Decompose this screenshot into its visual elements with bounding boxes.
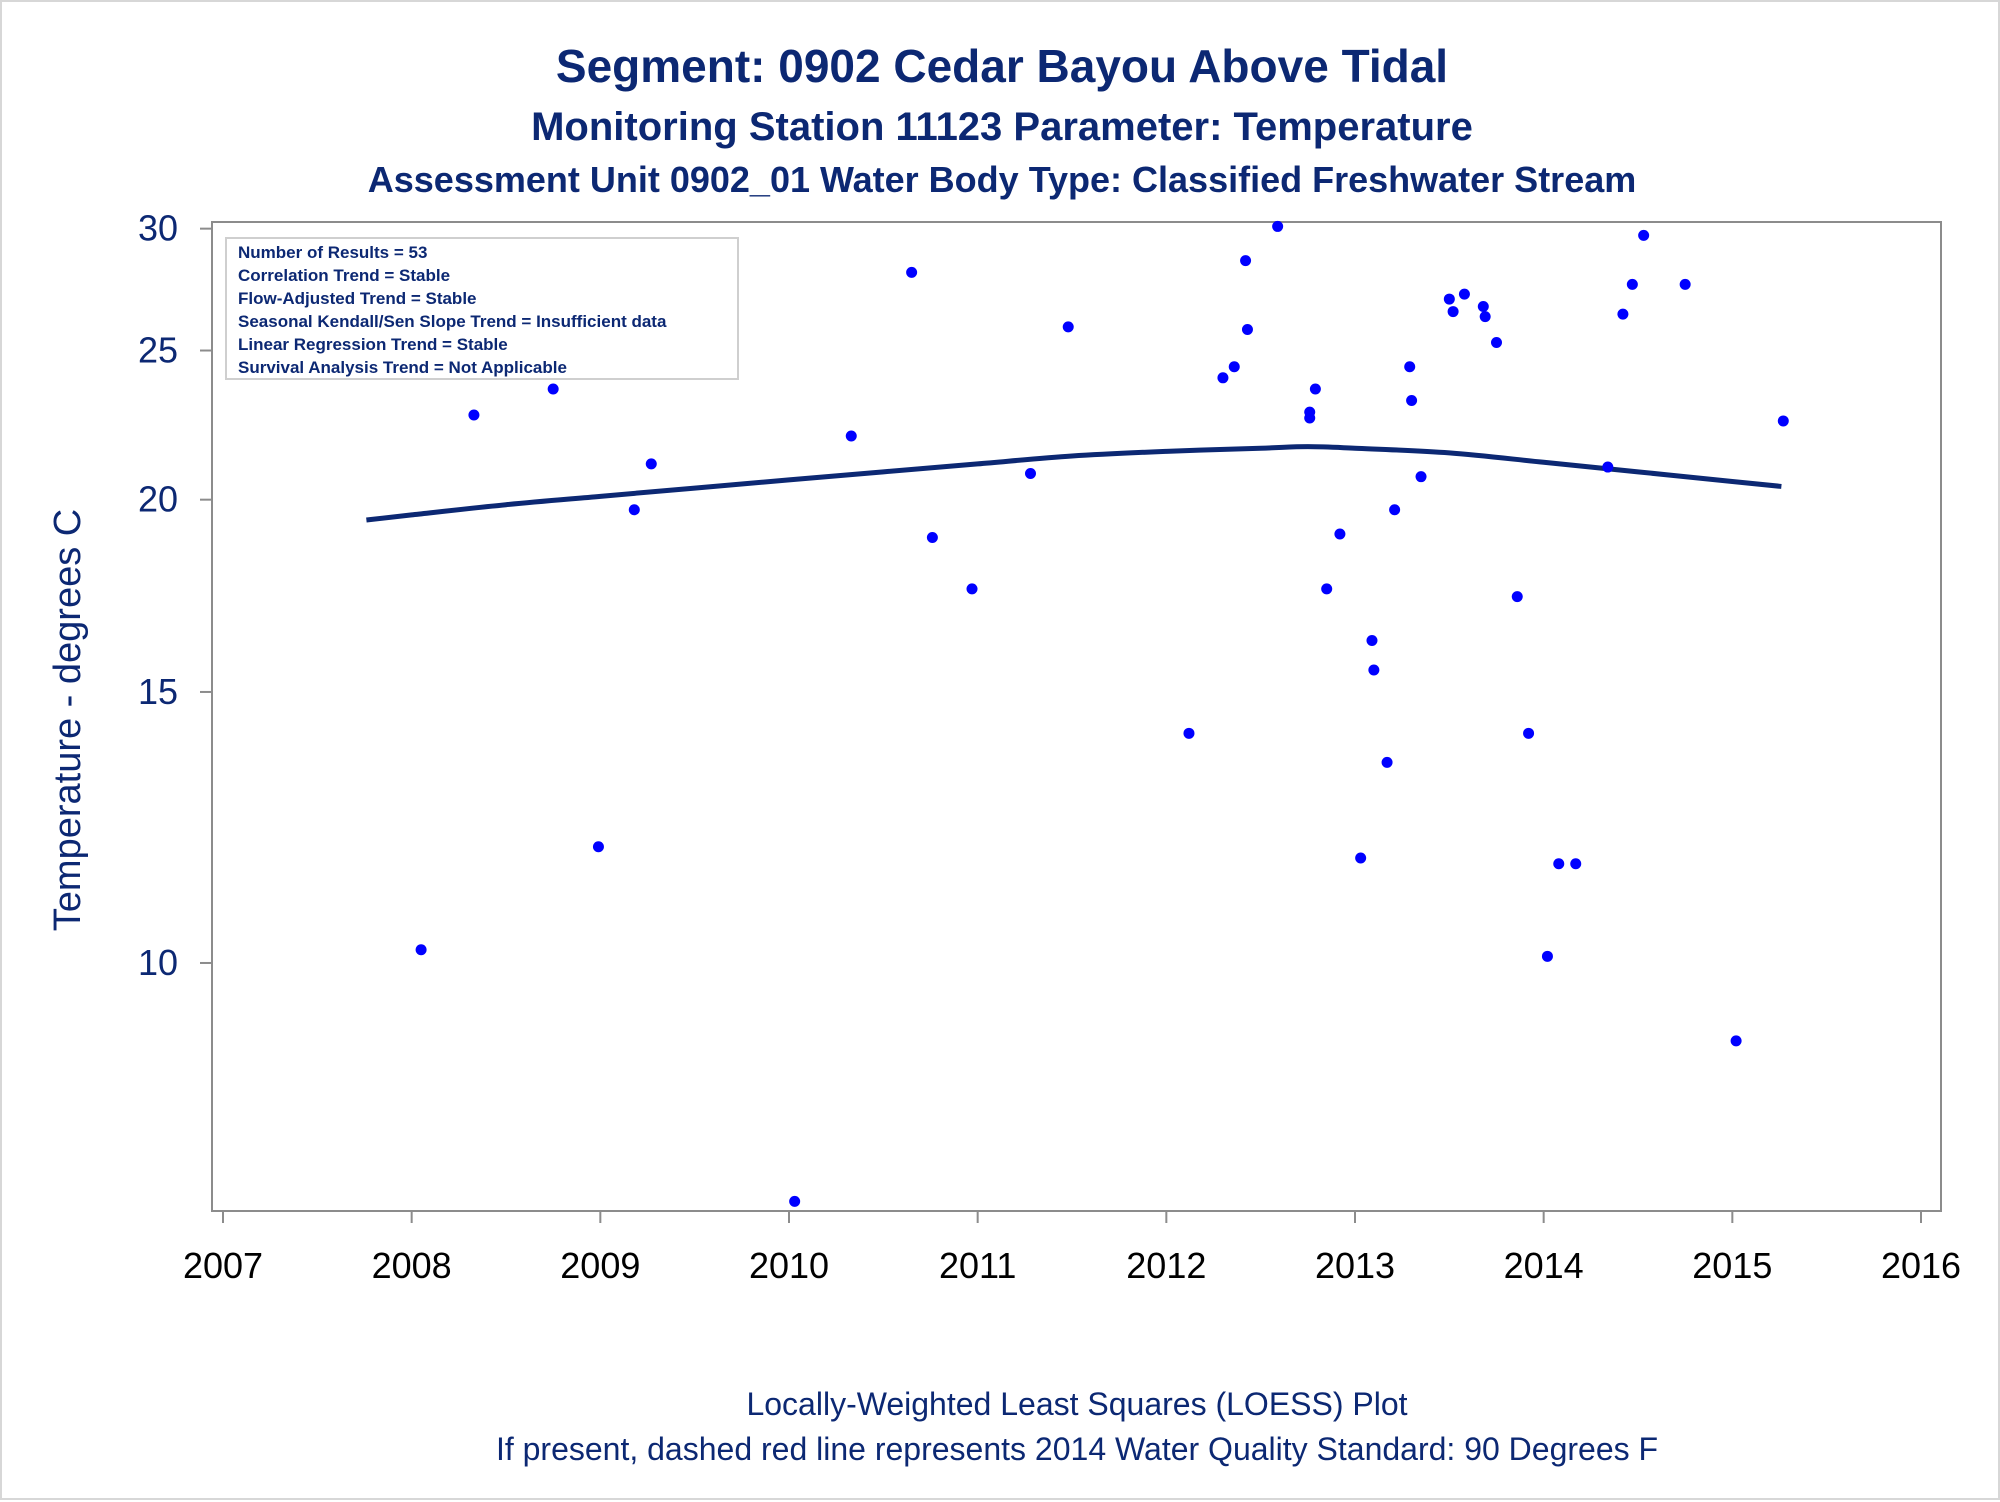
data-point [1511,591,1523,603]
x-tick-label: 2012 [1126,1245,1206,1286]
data-point [1777,415,1789,427]
data-point [1062,321,1074,333]
data-point [1321,583,1333,595]
data-point [1458,288,1470,300]
stats-box: Number of Results = 53 Correlation Trend… [225,237,739,380]
data-point [1477,301,1489,313]
x-tick-label: 2007 [183,1245,263,1286]
footnote-2: If present, dashed red line represents 2… [496,1431,1658,1467]
stats-line-4: Seasonal Kendall/Sen Slope Trend = Insuf… [238,312,667,331]
y-tick-label: 25 [138,330,178,371]
data-point [1024,467,1036,479]
x-tick-label: 2011 [939,1245,1016,1286]
x-tick-label: 2010 [749,1245,829,1286]
data-point [1355,852,1367,864]
data-point [1183,727,1195,739]
stats-line-6: Survival Analysis Trend = Not Applicable [238,358,567,377]
data-point [592,841,604,853]
stats-line-3: Flow-Adjusted Trend = Stable [238,289,477,308]
data-point [1638,229,1650,241]
data-point [1447,306,1459,318]
data-point [1415,471,1427,483]
data-point [1272,220,1284,232]
chart-subtitle-2: Assessment Unit 0902_01 Water Body Type:… [368,159,1637,200]
data-point [1491,337,1502,349]
data-point [1241,323,1253,335]
data-point [547,383,559,395]
data-point [1309,383,1321,395]
y-axis: 10 15 20 25 30 [138,208,212,983]
x-tick-label: 2016 [1881,1245,1961,1286]
data-point [906,266,918,278]
data-points [359,220,1789,1207]
y-axis-label: Temperature - degrees C [47,509,89,931]
data-point [1228,361,1240,373]
data-point [645,458,657,470]
x-tick-label: 2008 [372,1245,452,1286]
data-point [1479,311,1491,323]
stats-line-5: Linear Regression Trend = Stable [238,335,508,354]
data-point [1240,255,1252,267]
data-point [1541,950,1553,962]
data-point [1443,293,1455,305]
data-point [1730,1035,1742,1047]
y-tick-label: 20 [138,479,178,520]
data-point [1679,278,1691,290]
x-axis: 2007 2008 2009 2010 2011 2012 2013 2014 2015 2016 [183,1211,1961,1286]
data-point [468,409,480,421]
data-point [789,1195,801,1207]
stats-line-2: Correlation Trend = Stable [238,266,450,285]
data-point [628,504,640,516]
y-tick-label: 10 [138,942,178,983]
loess-curve [366,444,1782,523]
data-point [1523,727,1535,739]
data-point [1626,278,1638,290]
data-point [1389,504,1401,516]
y-tick-label: 15 [138,671,178,712]
data-point [1406,394,1418,406]
data-point [1334,528,1346,540]
data-point [966,583,978,595]
data-point [1570,858,1582,870]
data-point [845,430,857,442]
x-tick-label: 2013 [1315,1245,1395,1286]
data-point [415,944,427,956]
data-point [1381,756,1393,768]
stats-box-border [225,237,739,380]
x-tick-label: 2009 [560,1245,640,1286]
data-point [1366,635,1378,647]
plot-area [211,221,1942,1212]
data-point [1553,858,1565,870]
stats-line-1: Number of Results = 53 [238,243,427,262]
data-point [1602,461,1614,473]
chart-subtitle: Monitoring Station 11123 Parameter: Temp… [531,105,1473,149]
y-tick-label: 30 [138,208,178,249]
x-tick-label: 2015 [1692,1245,1772,1286]
data-point [1617,308,1629,320]
footnote-1: Locally-Weighted Least Squares (LOESS) P… [746,1386,1407,1422]
data-point [1368,664,1380,676]
x-tick-label: 2014 [1504,1245,1584,1286]
data-point [926,531,938,543]
data-point [1217,372,1229,384]
chart-title: Segment: 0902 Cedar Bayou Above Tidal [556,40,1448,92]
data-point [1404,361,1416,373]
data-point [1304,406,1316,418]
